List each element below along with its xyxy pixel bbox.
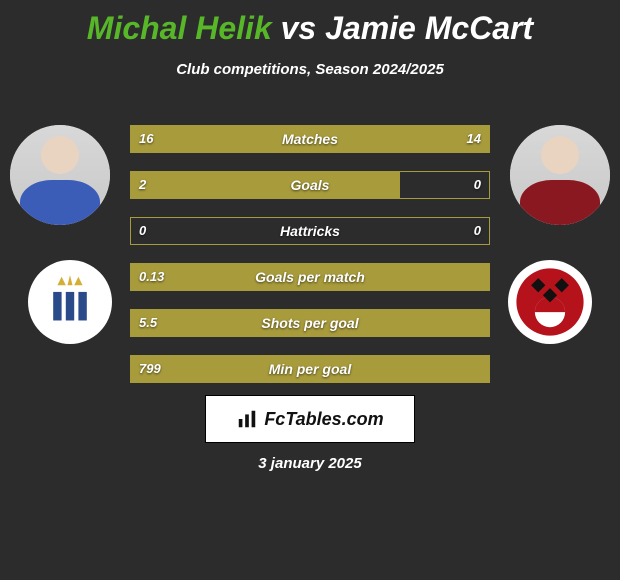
stat-row: 5.5Shots per goal [130, 309, 490, 337]
vs-text: vs [281, 10, 317, 46]
player2-silhouette [510, 125, 610, 225]
chart-icon [236, 408, 258, 430]
player1-avatar [10, 125, 110, 225]
stat-label: Hattricks [131, 218, 489, 244]
stat-label: Matches [131, 126, 489, 152]
stat-row: 799Min per goal [130, 355, 490, 383]
stat-row: 20Goals [130, 171, 490, 199]
club-badge-icon [28, 260, 112, 344]
stat-label: Goals per match [131, 264, 489, 290]
player2-club-badge [508, 260, 592, 344]
player1-name: Michal Helik [87, 10, 272, 46]
stat-row: 00Hattricks [130, 217, 490, 245]
player2-avatar [510, 125, 610, 225]
stat-label: Min per goal [131, 356, 489, 382]
stat-label: Shots per goal [131, 310, 489, 336]
stat-row: 1614Matches [130, 125, 490, 153]
comparison-title: Michal Helik vs Jamie McCart [0, 0, 620, 47]
player1-silhouette [10, 125, 110, 225]
footer-badge: FcTables.com [205, 395, 415, 443]
player2-name: Jamie McCart [325, 10, 533, 46]
player1-club-badge [28, 260, 112, 344]
subtitle: Club competitions, Season 2024/2025 [0, 61, 620, 78]
stat-row: 0.13Goals per match [130, 263, 490, 291]
footer-site: FcTables.com [264, 409, 383, 430]
club-badge-icon [508, 260, 592, 344]
stats-bars: 1614Matches 20Goals 00Hattricks 0.13Goals p… [130, 125, 490, 401]
stat-label: Goals [131, 172, 489, 198]
footer-date: 3 january 2025 [0, 455, 620, 472]
